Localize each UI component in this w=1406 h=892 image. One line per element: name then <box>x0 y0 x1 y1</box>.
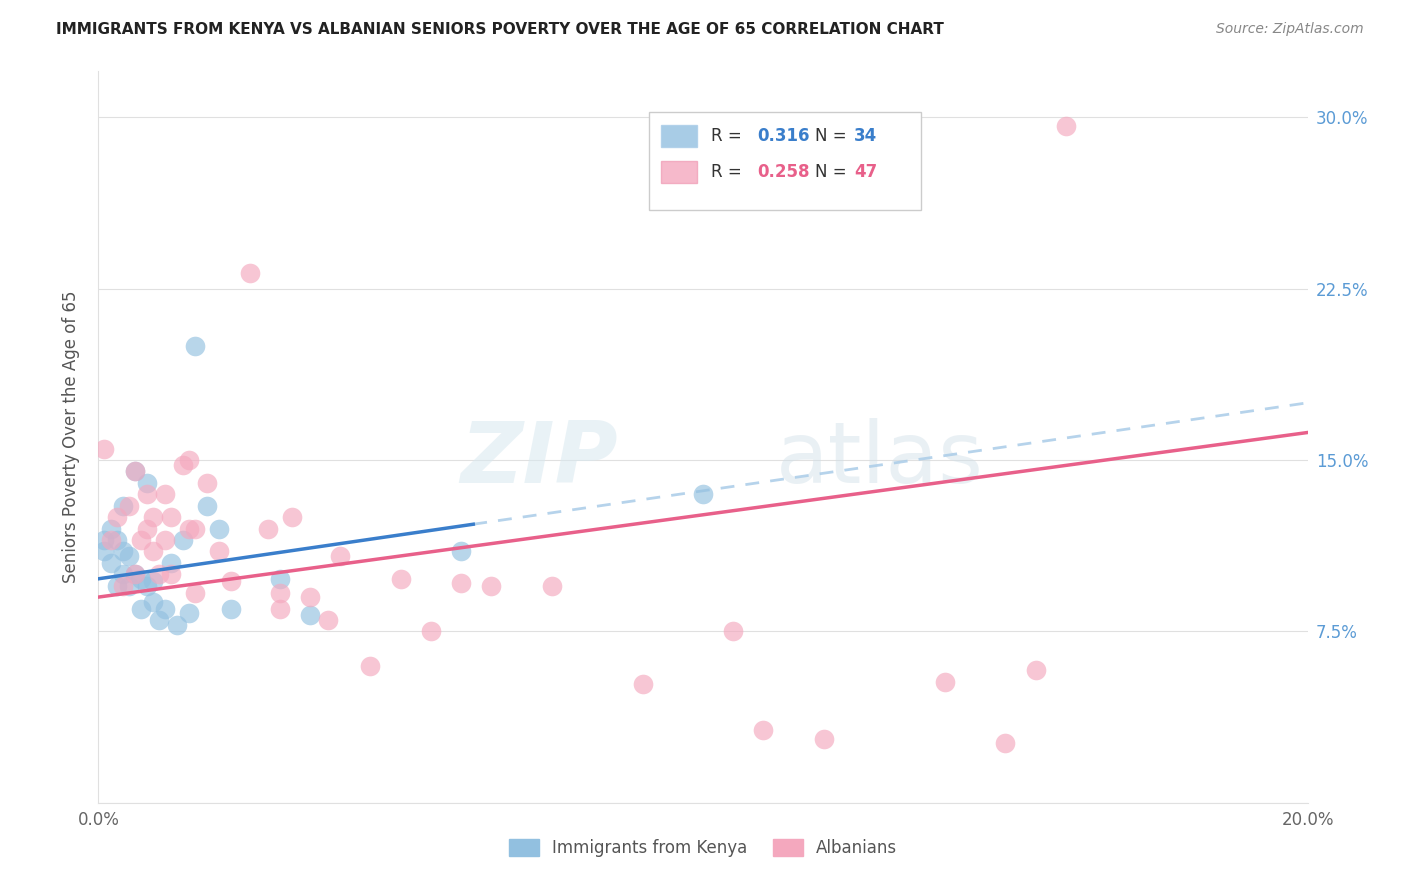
Text: IMMIGRANTS FROM KENYA VS ALBANIAN SENIORS POVERTY OVER THE AGE OF 65 CORRELATION: IMMIGRANTS FROM KENYA VS ALBANIAN SENIOR… <box>56 22 943 37</box>
Point <box>129 533 152 547</box>
Point <box>221 574 243 588</box>
Point <box>118 499 141 513</box>
Point <box>135 521 157 535</box>
Point <box>153 487 176 501</box>
Text: R =: R = <box>711 127 748 145</box>
Point <box>692 487 714 501</box>
Text: ZIP: ZIP <box>461 417 619 500</box>
Point <box>994 736 1017 750</box>
Point <box>160 567 183 582</box>
Point <box>299 608 322 623</box>
Point <box>360 658 382 673</box>
Point <box>100 556 122 570</box>
Point <box>142 510 165 524</box>
Point <box>148 567 170 582</box>
Point <box>420 624 443 639</box>
Point <box>195 499 218 513</box>
Point <box>142 595 165 609</box>
Point <box>153 601 176 615</box>
Point <box>160 556 183 570</box>
Point <box>269 572 291 586</box>
Point <box>934 674 956 689</box>
Point <box>118 579 141 593</box>
Point <box>239 266 262 280</box>
Point <box>166 617 188 632</box>
Text: 34: 34 <box>855 127 877 145</box>
Point <box>124 567 146 582</box>
Text: 0.258: 0.258 <box>758 163 810 181</box>
Point <box>269 585 291 599</box>
Point <box>160 510 183 524</box>
Text: R =: R = <box>711 163 748 181</box>
FancyBboxPatch shape <box>661 125 697 146</box>
Point <box>281 510 304 524</box>
Point <box>93 442 115 456</box>
Point <box>100 533 122 547</box>
Text: N =: N = <box>815 163 852 181</box>
Text: N =: N = <box>815 127 852 145</box>
Point <box>124 567 146 582</box>
Y-axis label: Seniors Poverty Over the Age of 65: Seniors Poverty Over the Age of 65 <box>62 291 80 583</box>
Point <box>105 579 128 593</box>
Point <box>208 544 231 558</box>
Point <box>389 572 412 586</box>
Point <box>153 533 176 547</box>
Point <box>184 585 207 599</box>
Point <box>179 606 201 620</box>
Point <box>142 574 165 588</box>
Point <box>148 613 170 627</box>
Point <box>111 567 134 582</box>
Point <box>316 613 339 627</box>
Point <box>124 464 146 478</box>
Point <box>752 723 775 737</box>
Point <box>129 601 152 615</box>
Text: 0.316: 0.316 <box>758 127 810 145</box>
Point <box>118 549 141 563</box>
Point <box>135 487 157 501</box>
Point <box>723 624 745 639</box>
Point <box>179 453 201 467</box>
Point <box>184 338 207 352</box>
Point <box>299 590 322 604</box>
Point <box>1054 120 1077 134</box>
Point <box>269 601 291 615</box>
Point <box>111 544 134 558</box>
Point <box>540 579 562 593</box>
Point <box>450 544 472 558</box>
Point <box>195 475 218 490</box>
Text: Source: ZipAtlas.com: Source: ZipAtlas.com <box>1216 22 1364 37</box>
Point <box>179 521 201 535</box>
Legend: Immigrants from Kenya, Albanians: Immigrants from Kenya, Albanians <box>502 832 904 864</box>
Point <box>111 579 134 593</box>
Point <box>135 475 157 490</box>
Point <box>481 579 503 593</box>
Point <box>631 677 654 691</box>
Text: atlas: atlas <box>776 417 984 500</box>
Point <box>129 572 152 586</box>
Point <box>142 544 165 558</box>
Point <box>813 731 835 746</box>
Point <box>184 521 207 535</box>
Point <box>1024 663 1046 677</box>
Point <box>450 576 472 591</box>
Point <box>105 510 128 524</box>
Point <box>661 145 683 159</box>
Point <box>105 533 128 547</box>
FancyBboxPatch shape <box>648 112 921 211</box>
Point <box>100 521 122 535</box>
Point <box>172 458 194 472</box>
FancyBboxPatch shape <box>661 161 697 183</box>
Point <box>124 464 146 478</box>
Point <box>111 499 134 513</box>
Point <box>93 544 115 558</box>
Text: 47: 47 <box>855 163 877 181</box>
Point <box>329 549 352 563</box>
Point <box>93 533 115 547</box>
Point <box>172 533 194 547</box>
Point <box>256 521 278 535</box>
Point <box>135 579 157 593</box>
Point <box>208 521 231 535</box>
Point <box>221 601 243 615</box>
